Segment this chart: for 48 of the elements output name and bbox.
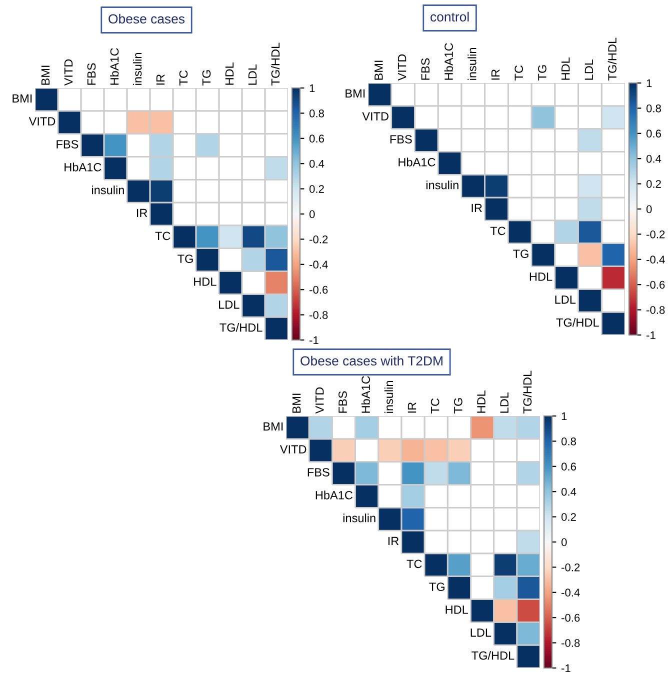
color-bar-label: 0.8 xyxy=(646,104,661,112)
color-bar-label: 0.2 xyxy=(309,185,324,193)
color-bar-label: 0.4 xyxy=(309,160,324,168)
y-tick-label: TG/HDL xyxy=(472,651,514,660)
x-tick-label: TG xyxy=(538,65,546,80)
color-bar-label: -0.4 xyxy=(310,260,328,269)
chart-title: Obese cases xyxy=(108,14,185,24)
color-bar-label: 0.6 xyxy=(561,462,576,471)
color-bar-label: 0 xyxy=(561,538,567,546)
color-bar-label: -0.6 xyxy=(562,614,580,622)
color-bar-label: 1 xyxy=(310,84,315,92)
x-tick-label: TG/HDL xyxy=(608,38,616,80)
color-bar-label: -0.2 xyxy=(310,235,328,244)
color-bar-label: -0.2 xyxy=(562,563,580,572)
color-bar-label: 0.8 xyxy=(309,109,324,118)
x-tick-label: BMI xyxy=(292,394,301,413)
color-bar-label: 0.6 xyxy=(309,134,324,143)
y-tick-label: IR xyxy=(472,204,482,212)
x-tick-label: IR xyxy=(156,74,165,85)
color-bar-label: 0.4 xyxy=(646,154,662,163)
color-bar-label: -0.4 xyxy=(562,588,580,597)
color-bar-label: 0.2 xyxy=(561,513,576,521)
color-bar-label: -0.6 xyxy=(310,286,328,294)
color-bar-label: 1 xyxy=(562,412,567,420)
color-bar-label: -0.8 xyxy=(646,306,665,314)
x-tick-label: LDL xyxy=(248,64,257,85)
color-bar-label: 0.2 xyxy=(646,180,661,188)
chart-title: Obese cases with T2DM xyxy=(300,356,442,366)
color-bar-label: -1 xyxy=(646,331,656,340)
chart-title: control xyxy=(430,12,469,22)
color-bar-label: 0.6 xyxy=(646,130,661,138)
color-bar-label: 1 xyxy=(646,79,652,88)
x-tick-label: BMI xyxy=(41,66,50,85)
color-bar-label: -0.8 xyxy=(310,311,328,319)
color-bar-label: -1 xyxy=(310,336,318,344)
color-bar-label: -1 xyxy=(562,664,570,672)
x-tick-label: LDL xyxy=(584,59,594,80)
color-bar-label: 0 xyxy=(309,210,315,218)
color-bar-label: 0.8 xyxy=(561,437,576,446)
x-tick-label: TC xyxy=(179,70,188,86)
color-bar-label: -0.2 xyxy=(646,230,665,238)
color-bar-label: -0.8 xyxy=(562,639,580,647)
color-bar-label: -0.4 xyxy=(646,256,665,264)
y-tick-label: LDL xyxy=(470,628,492,637)
x-tick-label: TG xyxy=(202,70,211,86)
color-bar-label: 0.4 xyxy=(561,488,576,496)
color-bar-label: 0 xyxy=(646,205,652,214)
color-bar-label: -0.6 xyxy=(646,280,665,289)
